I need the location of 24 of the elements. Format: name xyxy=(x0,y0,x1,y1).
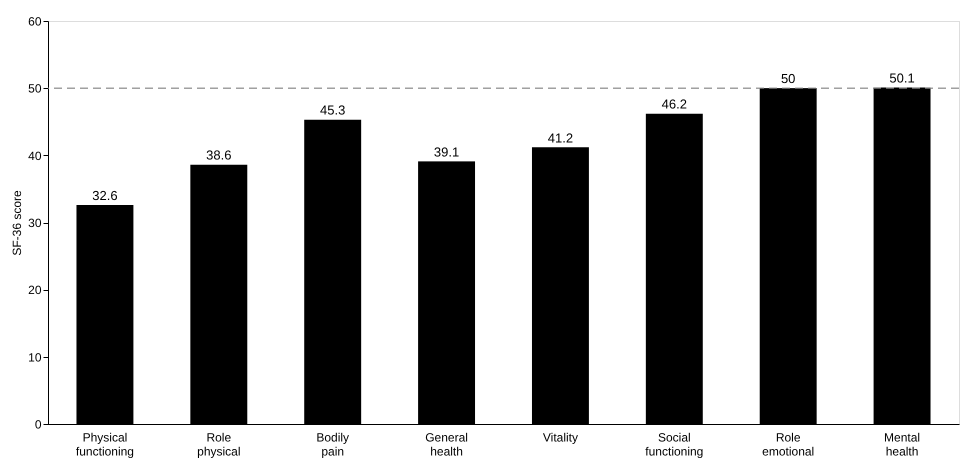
x-tick-label: Vitality xyxy=(542,430,578,444)
data-label: 46.2 xyxy=(662,96,687,112)
x-tick-label: Role physical xyxy=(197,430,240,458)
y-tick-label: 30 xyxy=(28,216,42,230)
data-label: 39.1 xyxy=(434,144,460,160)
y-tick-label: 0 xyxy=(34,418,42,432)
data-label: 32.6 xyxy=(92,188,118,204)
y-tick-label: 50 xyxy=(28,82,42,96)
x-tick-label: Mental health xyxy=(884,430,920,458)
x-tick-label: General health xyxy=(425,430,468,458)
y-axis-title: SF-36 score xyxy=(10,190,24,256)
y-tick-label: 20 xyxy=(28,283,42,298)
x-tick-label: Role emotional xyxy=(762,430,814,458)
x-tick-label: Bodily pain xyxy=(316,430,350,458)
y-tick-label: 10 xyxy=(28,350,42,364)
y-tick-label: 40 xyxy=(28,148,42,163)
data-label: 50.1 xyxy=(889,70,915,86)
x-tick-label: Physical functioning xyxy=(76,430,134,458)
y-tick-label: 60 xyxy=(28,14,42,28)
data-label: 50 xyxy=(780,71,796,86)
data-label: 38.6 xyxy=(206,148,232,163)
data-label: 41.2 xyxy=(548,130,574,146)
data-label: 45.3 xyxy=(320,102,346,118)
x-tick-label: Social functioning xyxy=(645,430,704,458)
